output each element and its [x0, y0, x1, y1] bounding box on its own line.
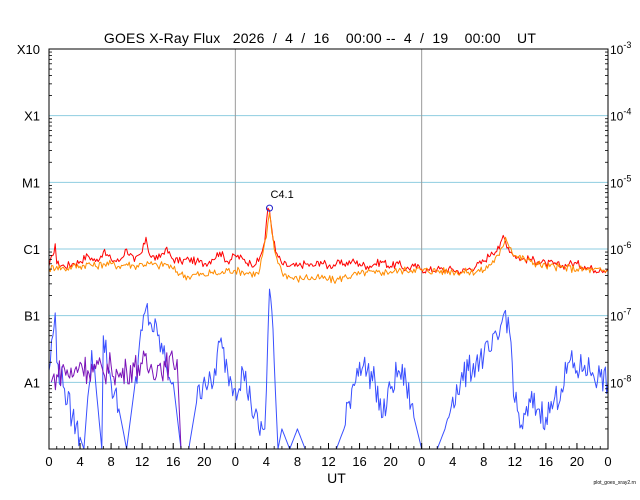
x-tick-label: 0 — [45, 454, 52, 469]
y-tick-label-left-A1: A1 — [24, 375, 40, 390]
y-tick-label-left-B1: B1 — [24, 309, 40, 324]
y-tick-label-right-3: 10-5 — [610, 173, 631, 190]
x-tick-label: 4 — [263, 454, 270, 469]
plot-credit: plot_goes_xray2.rn — [593, 480, 636, 486]
x-tick-label: 16 — [352, 454, 366, 469]
flare-label: C4.1 — [270, 189, 293, 201]
y-tick-label-left-X10: X10 — [17, 42, 40, 57]
series-line-short-secondary — [50, 350, 608, 450]
x-tick-label: 12 — [321, 454, 335, 469]
y-tick-label-left-X1: X1 — [24, 109, 40, 124]
x-tick-label: 4 — [76, 454, 83, 469]
chart-title: GOES X-Ray Flux 2026 / 4 / 16 00:00 -- 4… — [103, 30, 537, 46]
y-tick-label-right-1: 10-7 — [610, 307, 631, 324]
y-tick-label-left-C1: C1 — [23, 242, 40, 257]
x-tick-label: 0 — [232, 454, 239, 469]
x-tick-label: 12 — [508, 454, 522, 469]
x-tick-label: 12 — [135, 454, 149, 469]
x-tick-label: 16 — [539, 454, 553, 469]
x-axis-label: UT — [327, 470, 346, 486]
x-tick-label: 0 — [604, 454, 611, 469]
x-tick-label: 20 — [570, 454, 584, 469]
x-tick-label: 8 — [294, 454, 301, 469]
x-tick-label: 4 — [449, 454, 456, 469]
flare-marker — [265, 204, 273, 212]
y-tick-label-left-M1: M1 — [22, 175, 40, 190]
series-line-long-secondary — [48, 212, 609, 284]
y-tick-label-right-5: 10-3 — [610, 40, 631, 57]
x-tick-label: 20 — [197, 454, 211, 469]
y-tick-label-right-4: 10-4 — [610, 107, 631, 124]
y-tick-label-right-2: 10-6 — [610, 240, 631, 257]
x-tick-label: 0 — [418, 454, 425, 469]
y-tick-label-right-0: 10-8 — [610, 373, 631, 390]
x-tick-label: 8 — [480, 454, 487, 469]
x-tick-label: 16 — [166, 454, 180, 469]
x-tick-label: 8 — [107, 454, 114, 469]
x-tick-label: 20 — [383, 454, 397, 469]
